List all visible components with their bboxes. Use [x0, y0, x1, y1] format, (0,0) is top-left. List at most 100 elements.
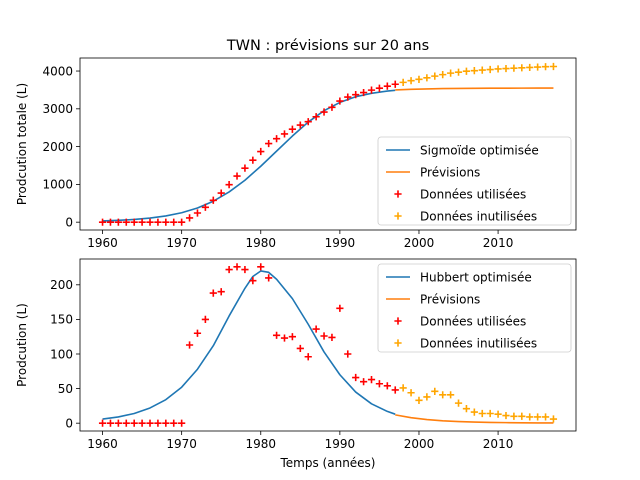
point-donnees-utilisees	[288, 125, 297, 133]
point-donnees-utilisees	[185, 341, 194, 349]
y-tick-label: 200	[50, 278, 73, 292]
point-donnees-inutilisees	[486, 409, 494, 418]
legend-label-donnees-utilisees: Données utilisées	[420, 314, 526, 328]
point-donnees-utilisees	[249, 277, 257, 285]
point-donnees-inutilisees	[439, 71, 447, 79]
point-donnees-inutilisees	[415, 396, 423, 404]
point-donnees-utilisees	[304, 118, 312, 126]
point-donnees-utilisees	[170, 419, 178, 427]
point-donnees-inutilisees	[415, 75, 423, 83]
point-donnees-inutilisees	[549, 62, 558, 71]
legend-marker-donnees-inutilisees	[394, 212, 402, 220]
series-line-previsions	[395, 87, 554, 91]
point-donnees-utilisees	[106, 419, 115, 427]
point-donnees-inutilisees	[478, 66, 486, 74]
y-tick-label: 1000	[42, 178, 73, 192]
point-donnees-utilisees	[367, 375, 376, 384]
point-donnees-utilisees	[344, 93, 352, 101]
chart-2: 1960 1970 1980 1990 2000 2010 0 50 100 150 200 Prod…	[15, 258, 577, 470]
charts-container: 1960 1970 1980 1990 2000 20100100020003000400…	[15, 57, 577, 470]
y-tick-label: 0	[65, 416, 73, 430]
y-axis-label: Prodcution totale (L)	[15, 83, 29, 205]
legend-label-donnees-utilisees: Données utilisées	[420, 187, 526, 201]
point-donnees-utilisees	[146, 419, 154, 427]
legend-box	[377, 136, 572, 226]
point-donnees-utilisees	[193, 329, 202, 337]
legend: Sigmoïde optimisée Prévisions Données util…	[377, 136, 572, 226]
legend-box	[377, 263, 572, 353]
x-tick-label: 2010	[483, 437, 514, 451]
point-donnees-utilisees	[265, 274, 273, 282]
point-donnees-inutilisees	[510, 412, 518, 420]
point-donnees-inutilisees	[454, 68, 463, 76]
point-donnees-utilisees	[193, 209, 202, 217]
point-donnees-utilisees	[162, 419, 170, 427]
x-tick-label: 1970	[166, 437, 197, 451]
point-donnees-inutilisees	[518, 412, 526, 420]
point-donnees-utilisees	[296, 344, 304, 353]
point-donnees-utilisees	[375, 84, 384, 92]
x-tick-label: 1990	[325, 236, 356, 250]
series-line-sigmoide-optimisee	[102, 89, 396, 222]
point-donnees-utilisees	[162, 218, 170, 226]
point-donnees-utilisees	[359, 88, 368, 97]
point-donnees-utilisees	[106, 218, 115, 226]
legend-label-donnees-inutilisees: Données inutilisées	[420, 209, 537, 223]
point-donnees-utilisees	[280, 130, 289, 138]
x-tick-label: 1970	[166, 236, 197, 250]
point-donnees-utilisees	[233, 172, 241, 180]
point-donnees-utilisees	[209, 196, 217, 204]
point-donnees-utilisees	[320, 332, 328, 340]
point-donnees-utilisees	[352, 373, 360, 382]
y-tick-label: 50	[58, 382, 73, 396]
y-axis-label: Prodcution (L)	[15, 303, 29, 387]
point-donnees-utilisees	[383, 382, 391, 390]
x-tick-label: 1990	[325, 437, 356, 451]
point-donnees-inutilisees	[526, 413, 534, 421]
point-donnees-inutilisees	[549, 415, 558, 423]
point-donnees-inutilisees	[494, 410, 502, 418]
point-donnees-utilisees	[320, 108, 328, 116]
point-donnees-inutilisees	[462, 405, 471, 413]
point-donnees-inutilisees	[423, 393, 431, 401]
point-donnees-inutilisees	[502, 411, 510, 420]
point-donnees-utilisees	[154, 419, 162, 427]
x-tick-label: 2010	[483, 236, 514, 250]
point-donnees-inutilisees	[494, 65, 502, 73]
point-donnees-utilisees	[328, 103, 336, 111]
point-donnees-utilisees	[272, 135, 281, 143]
point-donnees-utilisees	[352, 91, 360, 99]
point-donnees-utilisees	[185, 214, 194, 222]
x-tick-label: 1980	[245, 437, 276, 451]
point-donnees-utilisees	[122, 218, 130, 226]
point-donnees-inutilisees	[407, 389, 415, 397]
point-donnees-utilisees	[178, 419, 186, 427]
point-donnees-inutilisees	[439, 391, 447, 399]
y-tick-label: 150	[50, 313, 73, 327]
point-donnees-utilisees	[383, 82, 391, 90]
point-donnees-utilisees	[375, 380, 384, 388]
point-donnees-utilisees	[98, 419, 107, 427]
point-donnees-utilisees	[312, 113, 320, 121]
point-donnees-inutilisees	[454, 399, 463, 407]
point-donnees-utilisees	[296, 121, 304, 129]
point-donnees-inutilisees	[470, 67, 478, 75]
point-donnees-utilisees	[170, 218, 178, 226]
point-donnees-inutilisees	[447, 391, 455, 399]
x-tick-label: 2000	[404, 437, 435, 451]
point-donnees-utilisees	[288, 333, 297, 341]
point-donnees-utilisees	[217, 288, 225, 296]
legend-label-previsions: Prévisions	[420, 292, 480, 306]
y-tick-label: 3000	[42, 102, 73, 116]
legend-label-sigmoide-optimisee: Sigmoïde optimisée	[420, 143, 539, 157]
point-donnees-inutilisees	[526, 63, 534, 72]
legend-label-previsions: Prévisions	[420, 165, 480, 179]
point-donnees-utilisees	[209, 289, 217, 297]
legend-marker-donnees-utilisees	[394, 317, 402, 325]
x-tick-label: 1960	[87, 236, 118, 250]
point-donnees-utilisees	[249, 156, 257, 164]
point-donnees-utilisees	[225, 265, 233, 274]
point-donnees-utilisees	[138, 419, 146, 427]
point-donnees-inutilisees	[431, 387, 439, 395]
